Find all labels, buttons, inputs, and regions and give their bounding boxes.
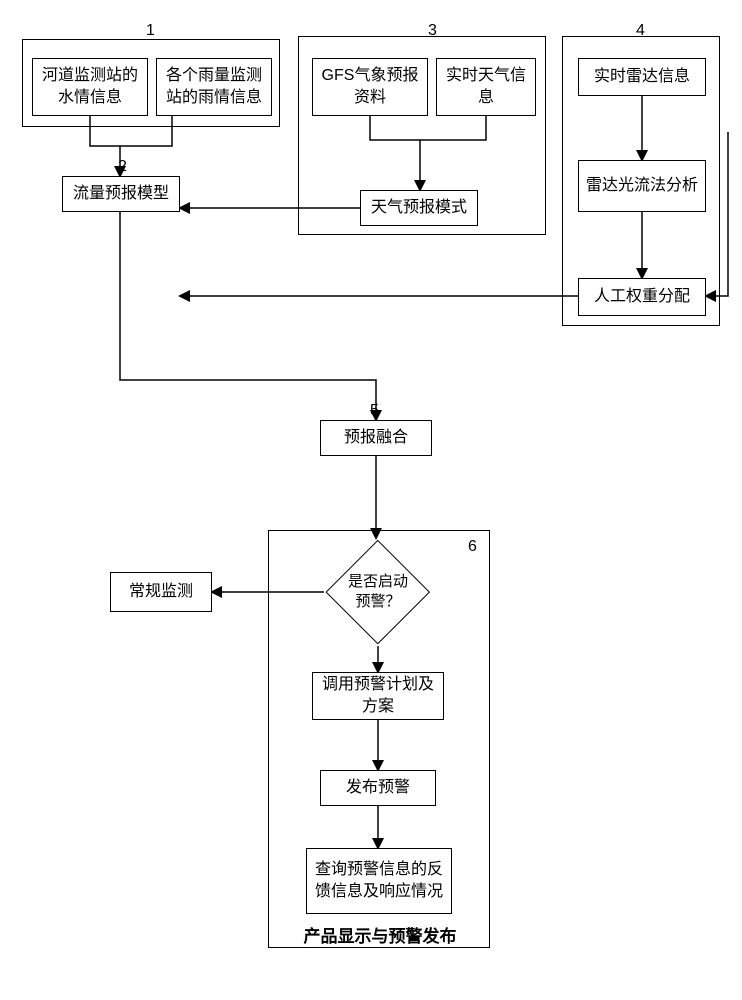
node-b_gfs: GFS气象预报资料 [312, 58, 428, 116]
free-label-label2: 2 [118, 158, 127, 176]
edge [120, 212, 376, 420]
node-b_rtwx: 实时天气信息 [436, 58, 536, 116]
node-b_issue: 发布预警 [320, 770, 436, 806]
group-label-g6: 6 [468, 538, 477, 556]
node-b_river: 河道监测站的水情信息 [32, 58, 148, 116]
node-b_fusion: 预报融合 [320, 420, 432, 456]
node-b_monitor: 常规监测 [110, 572, 212, 612]
group-label-g1: 1 [146, 22, 155, 40]
node-b_rain: 各个雨量监测站的雨情信息 [156, 58, 272, 116]
group-label-g3: 3 [428, 22, 437, 40]
group6-caption: 产品显示与预警发布 [288, 922, 472, 947]
node-b_weights: 人工权重分配 [578, 278, 706, 316]
decision-text: 是否启动预警？ [341, 555, 415, 629]
node-b_query: 查询预警信息的反馈信息及响应情况 [306, 848, 452, 914]
node-b_radar: 实时雷达信息 [578, 58, 706, 96]
group-label-g4: 4 [636, 22, 645, 40]
node-b_flow: 流量预报模型 [62, 176, 180, 212]
node-b_plan: 调用预警计划及方案 [312, 672, 444, 720]
free-label-label5: 5 [370, 402, 379, 420]
diagram-canvas: 1 3 4 6 河道监测站的水情信息各个雨量监测站的雨情信息流量预报模型2 GFS气象预报… [0, 0, 742, 1000]
node-b_wxmode: 天气预报模式 [360, 190, 478, 226]
decision-alert: 是否启动预警？ [341, 555, 415, 629]
node-b_optflow: 雷达光流法分析 [578, 160, 706, 212]
